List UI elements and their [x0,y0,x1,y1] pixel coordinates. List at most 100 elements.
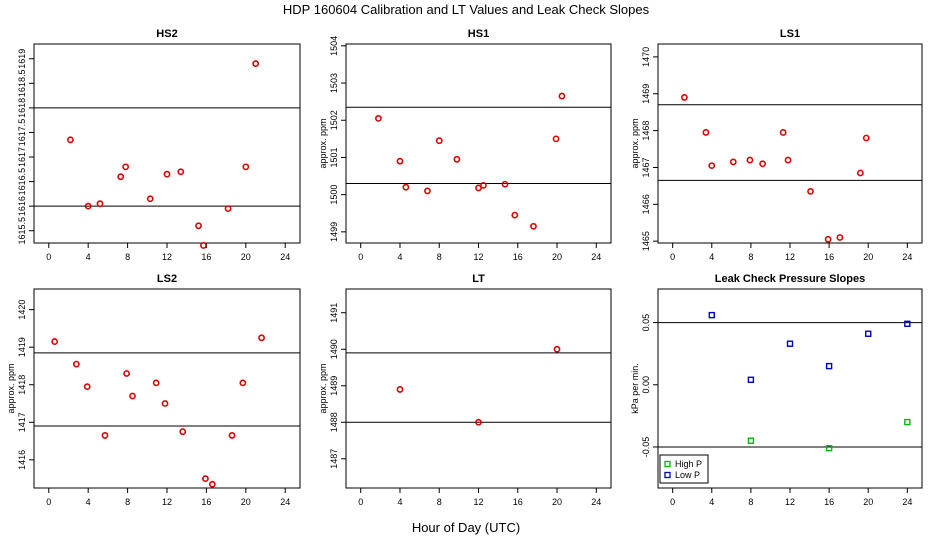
x-tick-label: 16 [513,252,523,262]
data-point [146,195,154,203]
y-tick-label: 1465 [641,231,651,251]
x-tick-label: 8 [125,497,130,507]
data-point [51,338,59,345]
x-tick-label: 12 [785,252,795,262]
panel-leak: Leak Check Pressure Slopes 0 4 8 12 16 20 24 -0.… [630,273,923,507]
x-tick-label: 4 [397,497,402,507]
data-point [530,222,537,230]
data-point [807,188,814,195]
data-point [96,200,104,208]
data-point [553,345,561,353]
data-point [374,114,382,122]
y-tick-label: 1418 [17,375,27,395]
data-point [67,136,74,144]
y-tick-label: 1467 [641,157,651,177]
panel-title: HS1 [468,28,489,40]
data-point [117,173,125,181]
y-tick-label: 1619 [17,49,27,69]
x-tick-label: 4 [709,252,714,262]
data-point [747,437,755,444]
figure-xlabel: Hour of Day (UTC) [412,520,520,535]
x-tick-label: 16 [201,497,211,507]
x-tick-label: 12 [785,497,795,507]
data-point [862,134,870,142]
data-point [836,234,844,241]
x-tick-label: 12 [473,252,483,262]
y-axis-label: approx. ppm [318,118,328,168]
data-point [239,379,247,387]
data-point [72,360,80,368]
legend-label: Low P [675,470,700,480]
panel-hs2: HS2 0 4 8 12 16 20 24 1615.516161616.516171617.5… [17,28,301,262]
data-point [179,428,187,436]
data-point [224,205,232,213]
data-point [786,340,794,347]
data-point [865,330,872,337]
data-point [904,418,911,426]
data-point [396,386,404,393]
x-tick-label: 16 [824,497,834,507]
data-point [475,418,482,426]
y-tick-label: 1615.5 [17,217,27,245]
x-tick-label: 20 [552,497,562,507]
data-point [746,156,754,164]
data-point [242,163,250,171]
y-tick-label: -0.05 [641,437,651,458]
data-point [161,400,169,407]
x-tick-label: 20 [241,252,251,262]
y-tick-label: 1503 [329,73,339,93]
figure-title: HDP 160604 Calibration and LT Values and… [283,2,650,17]
x-tick-label: 4 [709,497,714,507]
panel-title: LS1 [780,28,800,40]
y-axis-label: approx. ppm [318,363,328,413]
x-tick-label: 24 [902,252,912,262]
data-point [122,163,130,171]
data-point [501,180,509,188]
y-tick-label: 1416 [17,450,27,470]
panel-lt: LT 0 4 8 12 16 20 24 1487 1488 1489 1490 1491 approx.… [318,273,612,507]
x-tick-label: 12 [162,497,172,507]
y-tick-label: 1499 [329,222,339,242]
data-point [681,94,688,101]
y-tick-label: 1502 [329,110,339,130]
data-point [152,379,160,387]
y-tick-label: 1489 [329,376,339,396]
plot-frame [345,43,612,244]
y-tick-label: 1504 [329,36,339,56]
panel-title: LT [472,273,485,285]
y-tick-label: 1470 [641,47,651,67]
y-tick-label: 1419 [17,337,27,357]
data-point [208,480,216,488]
x-tick-label: 8 [748,252,753,262]
data-point [784,156,792,164]
panel-hs1: HS1 0 4 8 12 16 20 24 1499 1500 1501 1502 1503 1504 ap… [318,28,612,262]
plot-frame [657,43,923,244]
data-point [729,158,737,166]
plot-frame [33,288,301,489]
x-tick-label: 0 [670,252,675,262]
x-tick-label: 0 [358,497,363,507]
x-tick-label: 24 [902,497,912,507]
y-tick-label: 1487 [329,449,339,469]
data-point [702,129,710,136]
x-tick-label: 20 [241,497,251,507]
x-tick-label: 24 [591,252,601,262]
data-point [904,320,911,328]
x-tick-label: 0 [46,497,51,507]
data-point [552,135,560,143]
x-tick-label: 0 [358,252,363,262]
panel-title: Leak Check Pressure Slopes [715,273,865,285]
y-tick-label: 1616 [17,196,27,216]
y-tick-label: 1618.5 [17,70,27,98]
y-tick-label: 1617.5 [17,119,27,147]
data-point [747,376,755,383]
data-point [480,181,487,189]
x-tick-label: 24 [280,497,290,507]
y-tick-label: 1468 [641,121,651,141]
x-tick-label: 8 [125,252,130,262]
data-point [129,392,136,400]
y-tick-label: 1466 [641,194,651,214]
y-tick-label: 1491 [329,303,339,323]
